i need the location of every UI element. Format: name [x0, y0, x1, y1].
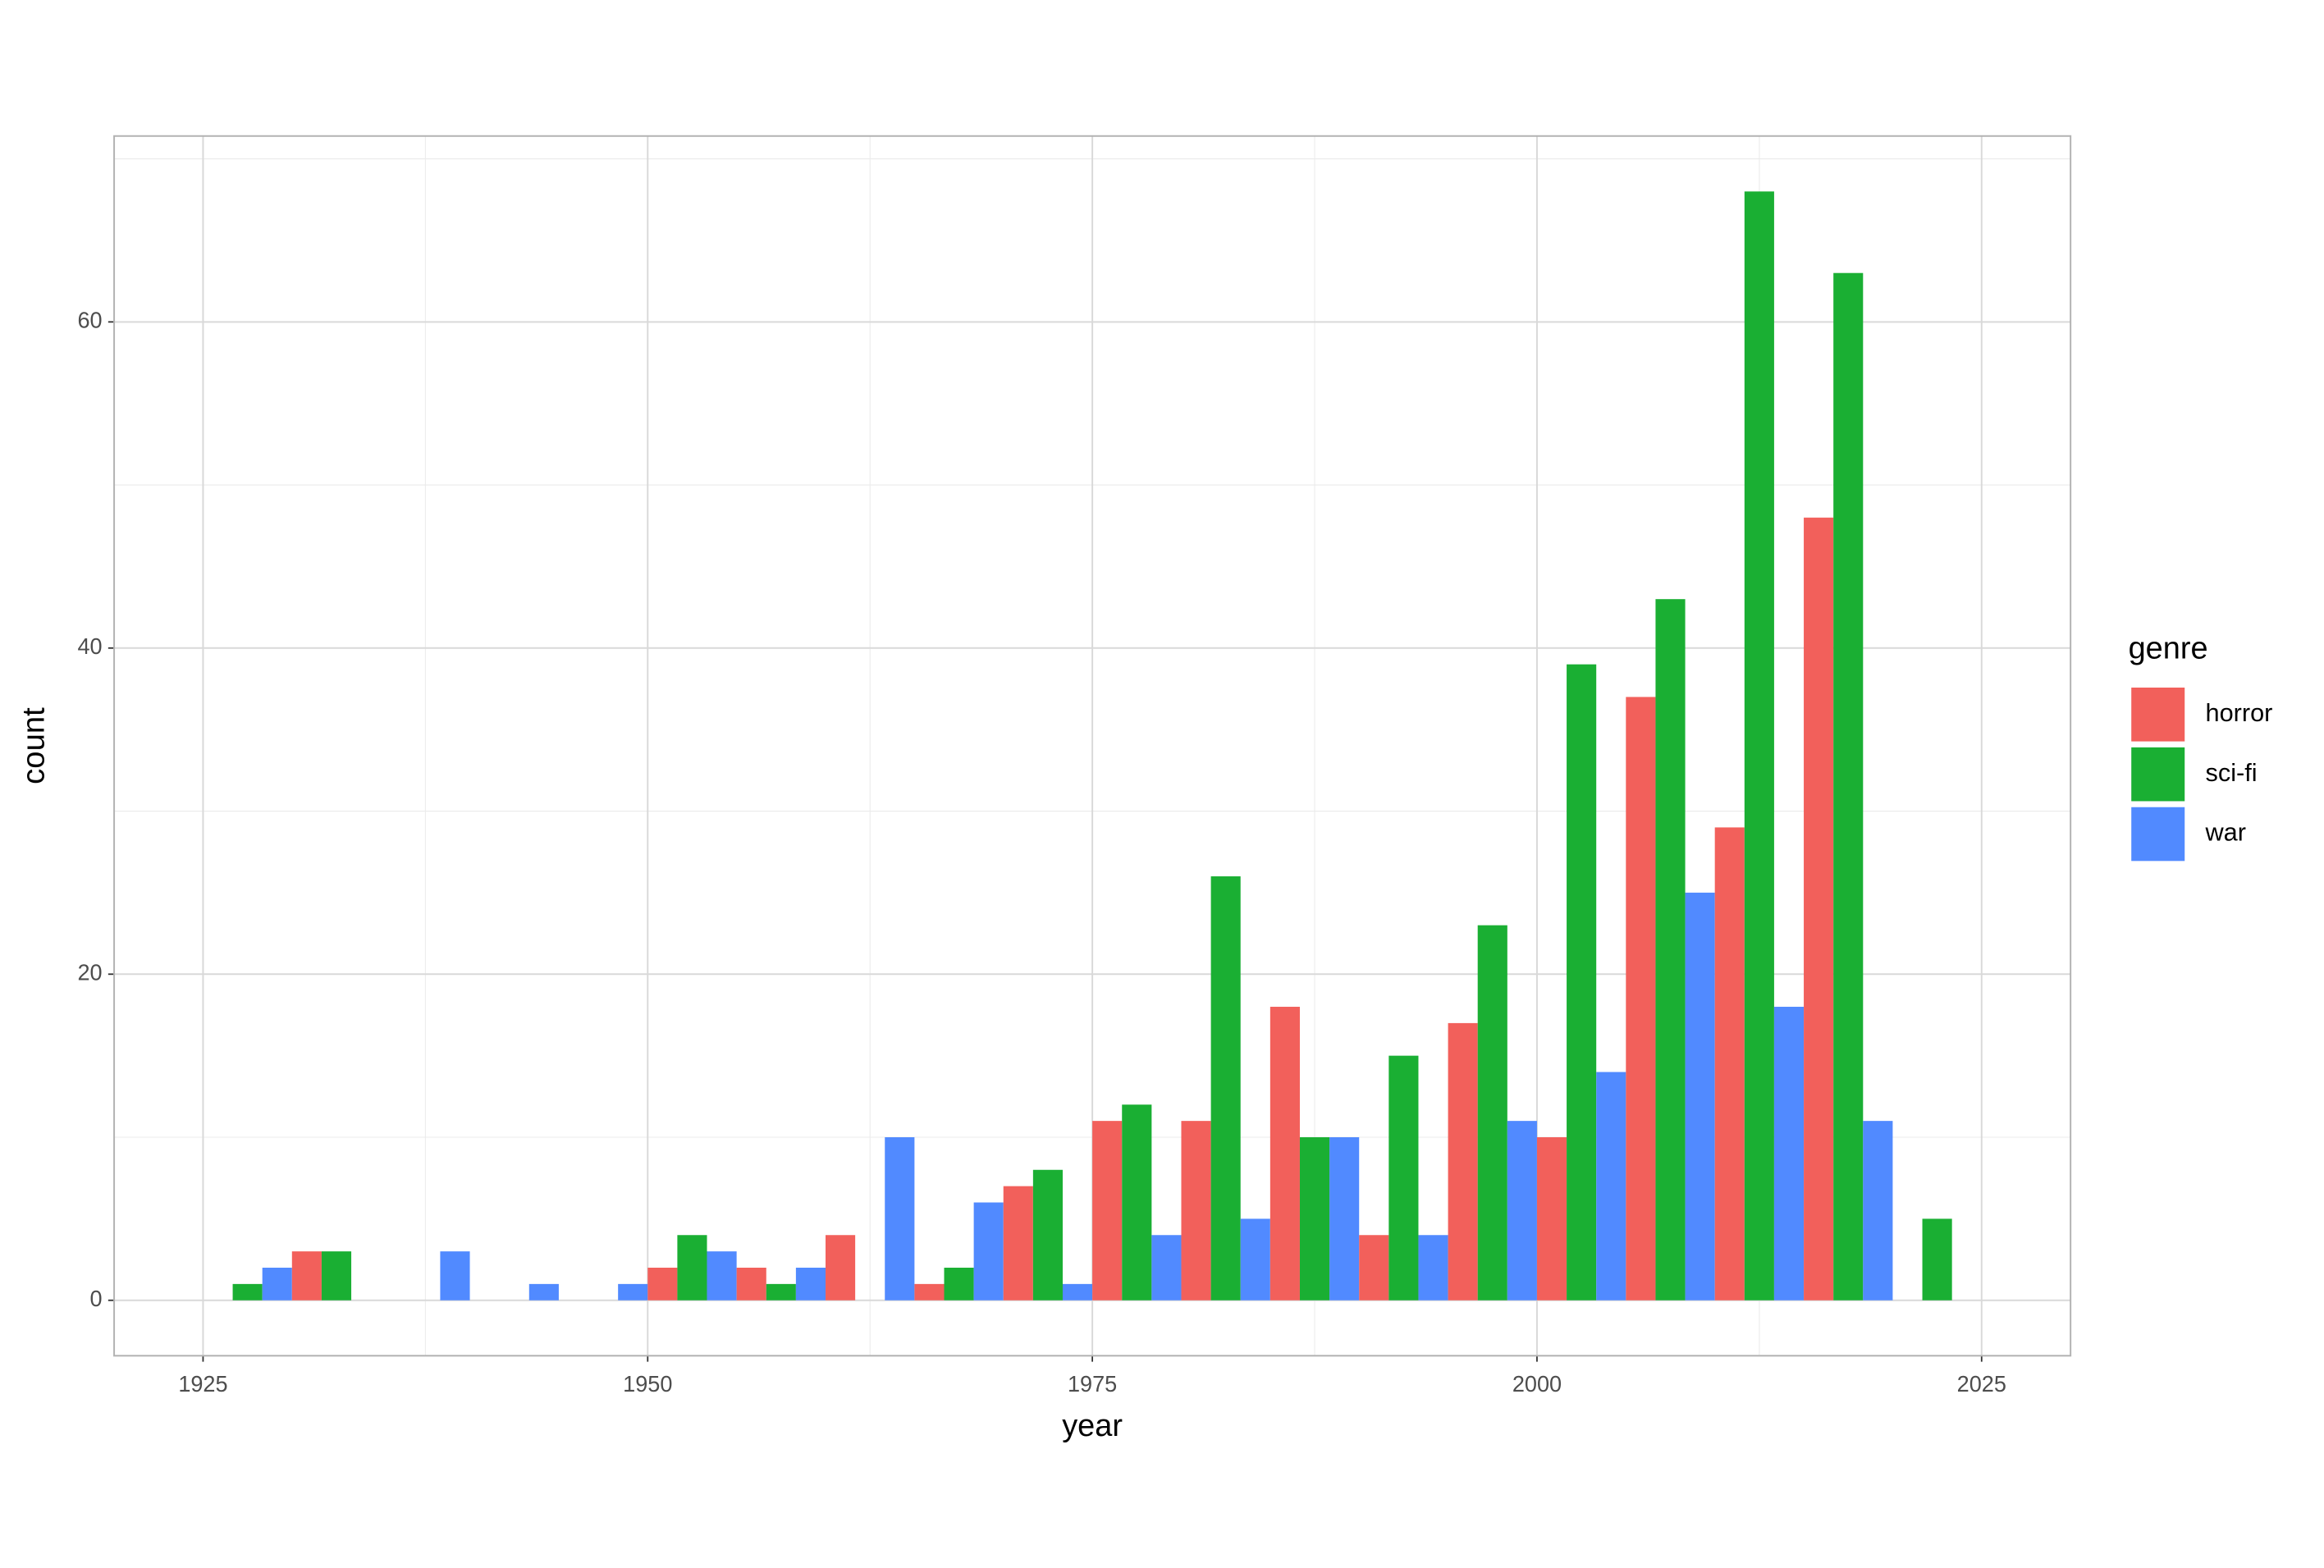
bar — [1655, 599, 1686, 1301]
bar — [1210, 876, 1241, 1301]
bar — [1270, 1007, 1300, 1301]
legend-label: war — [2205, 818, 2246, 847]
bar — [1833, 272, 1864, 1301]
bar — [1448, 1022, 1478, 1301]
bar — [528, 1283, 559, 1301]
x-tick-label: 1925 — [178, 1371, 227, 1397]
x-tick-label: 2000 — [1512, 1371, 1562, 1397]
bar — [1507, 1121, 1537, 1301]
x-tick-label: 1950 — [623, 1371, 672, 1397]
bar — [1626, 697, 1656, 1301]
bar — [647, 1267, 678, 1301]
bar — [1388, 1055, 1419, 1301]
bar — [1922, 1218, 1952, 1301]
bar — [1567, 664, 1597, 1301]
x-axis-title: year — [1062, 1409, 1123, 1443]
bar — [766, 1283, 796, 1301]
bar — [1151, 1235, 1182, 1301]
legend-key — [2131, 687, 2185, 742]
bar — [1122, 1104, 1152, 1301]
bar — [973, 1202, 1004, 1301]
panel-border — [113, 135, 2072, 1357]
y-tick-label: 0 — [90, 1286, 103, 1311]
bar — [1536, 1137, 1567, 1301]
bar — [1359, 1235, 1389, 1301]
bar — [291, 1251, 322, 1301]
bar — [1003, 1186, 1033, 1301]
bar — [1863, 1121, 1893, 1301]
bar — [736, 1267, 766, 1301]
bar — [826, 1235, 856, 1301]
bar — [677, 1235, 707, 1301]
x-tick-label: 2025 — [1957, 1371, 2006, 1397]
bar — [618, 1283, 648, 1301]
bar — [440, 1251, 470, 1301]
legend-title: genre — [2129, 631, 2208, 665]
bar — [1092, 1121, 1123, 1301]
bar — [1744, 191, 1774, 1301]
bar — [321, 1251, 352, 1301]
bar — [1181, 1121, 1211, 1301]
bar — [914, 1283, 945, 1301]
bar — [1418, 1235, 1448, 1301]
bar — [885, 1137, 915, 1301]
bar — [1477, 925, 1507, 1301]
bar — [262, 1267, 292, 1301]
legend-key — [2131, 807, 2185, 862]
bar — [1685, 892, 1715, 1301]
legend-label: sci-fi — [2206, 758, 2258, 787]
x-tick-label: 1975 — [1068, 1371, 1117, 1397]
bar — [1714, 827, 1745, 1301]
y-tick-label: 60 — [78, 307, 103, 332]
legend-key — [2131, 747, 2185, 802]
y-axis-title: count — [17, 707, 52, 784]
bar — [944, 1267, 974, 1301]
bar — [1240, 1218, 1270, 1301]
bar — [795, 1267, 826, 1301]
bar — [1804, 517, 1834, 1301]
legend-label: horror — [2206, 698, 2273, 727]
bar — [232, 1283, 263, 1301]
bar — [1596, 1072, 1626, 1301]
bar — [1773, 1007, 1805, 1301]
y-tick-label: 20 — [78, 959, 103, 985]
bar — [1032, 1169, 1063, 1301]
y-tick-label: 40 — [78, 633, 103, 659]
bar — [707, 1251, 737, 1301]
bar — [1329, 1137, 1360, 1301]
bar — [1299, 1137, 1330, 1301]
bar — [1062, 1283, 1093, 1301]
